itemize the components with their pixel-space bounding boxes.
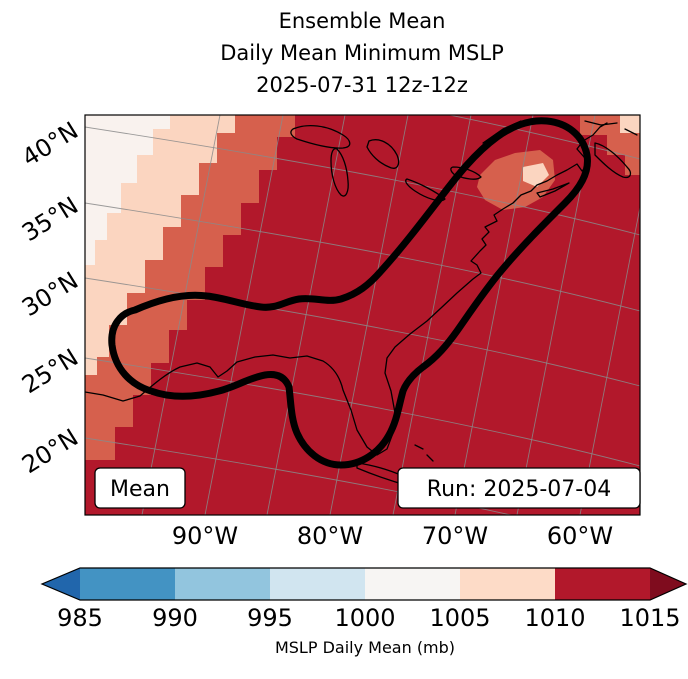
coastlines — [85, 120, 638, 508]
parallel-25n — [85, 357, 640, 467]
meridian-70w — [454, 115, 534, 515]
x-axis-tick-labels: 90°W 80°W 70°W 60°W — [172, 522, 613, 550]
member-annotation-box: Mean — [94, 467, 186, 509]
y-tick-20n: 20°N — [17, 423, 83, 479]
map-axes — [84, 114, 641, 516]
colorbar-outline — [40, 567, 688, 601]
y-tick-40n: 40°N — [17, 116, 83, 172]
cb-tick-1005: 1005 — [429, 604, 490, 632]
figure-valid-period: 2025-07-31 12z-12z — [256, 73, 468, 97]
run-annotation-box: Run: 2025-07-04 — [397, 467, 641, 509]
colorbar-arrow-left — [42, 568, 80, 600]
gulf-east-coastline — [85, 122, 608, 456]
meridian-60w — [579, 204, 640, 515]
parallel-30n — [85, 277, 640, 387]
meridian-90w — [204, 115, 284, 515]
colorbar-arrow-right — [650, 568, 686, 600]
cb-tick-1015: 1015 — [619, 604, 680, 632]
colorbar-seg-985-990 — [80, 568, 175, 600]
map-frame — [84, 114, 641, 516]
lake-huron — [366, 139, 400, 169]
y-axis-tick-labels: 40°N 35°N 30°N 25°N 20°N — [17, 116, 83, 479]
y-tick-35n: 35°N — [17, 191, 83, 247]
parallel-35n — [85, 202, 640, 312]
colorbar-tick-labels: 985 990 995 1000 1005 1010 1015 — [57, 604, 680, 632]
x-tick-80w: 80°W — [297, 522, 363, 550]
colorbar-seg-990-995 — [175, 568, 270, 600]
parallel-45n — [447, 115, 640, 160]
run-box-label: Run: 2025-07-04 — [427, 477, 611, 502]
x-tick-60w: 60°W — [547, 522, 613, 550]
long-island-coast — [536, 182, 570, 198]
colorbar-seg-1005-1010 — [460, 568, 555, 600]
colorbar: 985 990 995 1000 1005 1010 1015 MSLP Dai… — [40, 567, 688, 657]
colorbar-seg-995-1000 — [270, 568, 365, 600]
colorbar-seg-1000-1005 — [365, 568, 460, 600]
y-tick-25n: 25°N — [17, 343, 83, 399]
parallel-20n — [85, 437, 513, 515]
meridian-95w — [141, 115, 221, 515]
nova-scotia-coast — [594, 142, 632, 179]
map-content — [85, 115, 640, 515]
x-tick-70w: 70°W — [422, 522, 488, 550]
meridian-80w — [329, 115, 409, 515]
run-box-bg — [397, 467, 641, 509]
figure-subtitle: Daily Mean Minimum MSLP — [220, 41, 504, 65]
colorbar-axis-label: MSLP Daily Mean (mb) — [275, 638, 455, 657]
lake-michigan — [330, 147, 349, 197]
lake-ontario — [450, 166, 482, 180]
mslp-patch-pink-ne-corner — [620, 115, 640, 133]
mslp-patch-pink-newengland — [523, 163, 549, 187]
mslp-band-white-nw — [85, 115, 170, 265]
parallel-40n — [85, 126, 640, 236]
cb-tick-995: 995 — [247, 604, 293, 632]
cb-tick-1010: 1010 — [524, 604, 585, 632]
member-box-bg — [94, 467, 186, 509]
cb-tick-1000: 1000 — [334, 604, 395, 632]
colorbar-seg-1010-1015 — [555, 568, 650, 600]
cb-tick-990: 990 — [152, 604, 198, 632]
member-box-label: Mean — [110, 477, 170, 502]
x-tick-90w: 90°W — [172, 522, 238, 550]
figure-title: Ensemble Mean — [279, 9, 446, 33]
mslp-thick-contour — [108, 117, 591, 469]
cb-tick-985: 985 — [57, 604, 103, 632]
y-tick-30n: 30°N — [17, 266, 83, 322]
meridian-85w — [266, 115, 346, 515]
lake-superior — [290, 124, 351, 149]
lake-erie — [405, 178, 446, 202]
